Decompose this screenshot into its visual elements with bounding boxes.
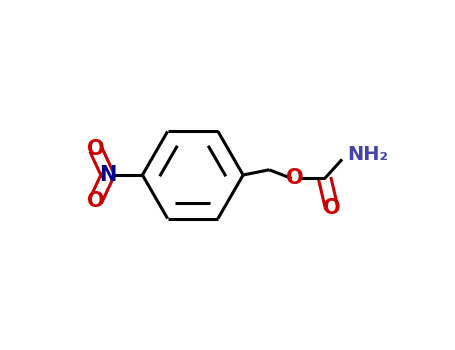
Text: O: O bbox=[323, 198, 340, 218]
Text: NH₂: NH₂ bbox=[347, 145, 388, 164]
Text: O: O bbox=[87, 191, 104, 211]
Text: O: O bbox=[286, 168, 304, 188]
Text: N: N bbox=[99, 165, 116, 185]
Text: O: O bbox=[87, 139, 104, 159]
